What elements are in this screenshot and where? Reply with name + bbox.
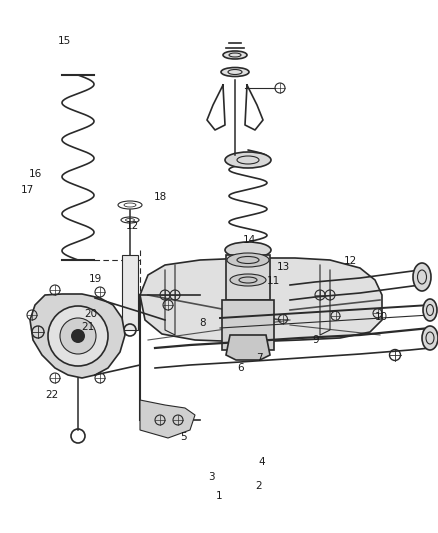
Ellipse shape xyxy=(230,274,266,286)
Bar xyxy=(122,255,138,330)
Text: 20: 20 xyxy=(85,310,98,319)
Text: 13: 13 xyxy=(277,262,290,271)
Text: 19: 19 xyxy=(89,274,102,284)
Ellipse shape xyxy=(225,152,271,168)
Bar xyxy=(222,300,274,350)
Text: 10: 10 xyxy=(374,312,388,322)
Text: 16: 16 xyxy=(29,169,42,179)
Text: 14: 14 xyxy=(243,235,256,245)
Text: 7: 7 xyxy=(256,353,263,363)
Ellipse shape xyxy=(221,68,249,77)
Text: 11: 11 xyxy=(267,277,280,286)
Ellipse shape xyxy=(225,242,271,258)
Text: 9: 9 xyxy=(312,335,319,344)
Ellipse shape xyxy=(227,253,269,267)
Text: 22: 22 xyxy=(45,391,58,400)
Ellipse shape xyxy=(422,326,438,350)
Circle shape xyxy=(60,318,96,354)
Text: 6: 6 xyxy=(237,363,244,373)
Circle shape xyxy=(48,306,108,366)
Text: 1: 1 xyxy=(215,491,223,500)
Text: 3: 3 xyxy=(208,472,215,482)
Text: 18: 18 xyxy=(154,192,167,202)
Text: 5: 5 xyxy=(180,432,187,442)
Text: 17: 17 xyxy=(21,185,34,195)
Text: 8: 8 xyxy=(199,318,206,328)
Text: 2: 2 xyxy=(255,481,262,491)
Ellipse shape xyxy=(413,263,431,291)
Ellipse shape xyxy=(423,299,437,321)
Ellipse shape xyxy=(223,51,247,59)
Text: 12: 12 xyxy=(126,221,139,231)
Polygon shape xyxy=(226,335,270,360)
Polygon shape xyxy=(140,400,195,438)
Circle shape xyxy=(71,329,85,343)
Bar xyxy=(226,255,270,300)
Text: 4: 4 xyxy=(258,457,265,466)
Polygon shape xyxy=(140,258,382,342)
Text: 15: 15 xyxy=(58,36,71,45)
Text: 12: 12 xyxy=(344,256,357,266)
Polygon shape xyxy=(30,294,125,378)
Text: 21: 21 xyxy=(81,322,94,332)
